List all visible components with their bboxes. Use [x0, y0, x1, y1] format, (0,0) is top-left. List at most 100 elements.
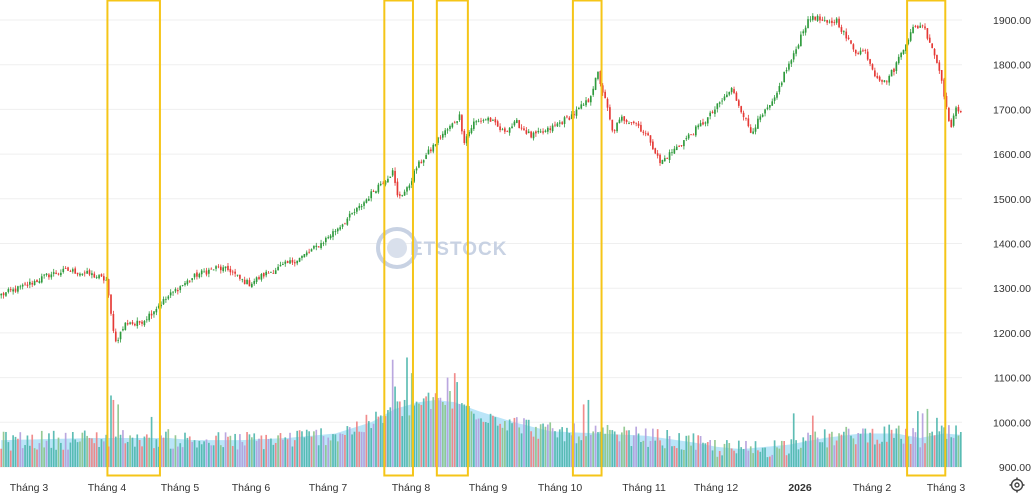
volume-bar	[36, 449, 38, 467]
volume-bar	[310, 436, 313, 467]
volume-bar	[625, 430, 628, 467]
volume-bar	[181, 447, 184, 467]
volume-bar	[148, 437, 151, 467]
volume-bar	[675, 448, 678, 467]
volume-bar	[850, 435, 852, 467]
candle-body	[897, 56, 900, 64]
volume-bar	[628, 430, 630, 467]
candle-body	[208, 269, 210, 274]
candle-body	[480, 120, 482, 122]
volume-bar	[740, 447, 743, 467]
volume-bar	[864, 428, 867, 467]
volume-bar	[527, 419, 530, 467]
volume-bar	[656, 429, 659, 467]
volume-bar	[869, 432, 871, 467]
volume-bar	[461, 403, 463, 467]
candle-body	[931, 43, 933, 48]
candle-body	[439, 137, 442, 139]
candle-body	[461, 115, 463, 132]
volume-bar	[730, 448, 733, 467]
candle-body	[606, 98, 609, 108]
volume-bar	[408, 415, 411, 467]
candle-body	[893, 68, 895, 72]
candle-body	[597, 71, 599, 79]
volume-bar	[654, 440, 657, 467]
candle-body	[186, 280, 189, 285]
volume-bar	[410, 373, 413, 467]
candle-body	[797, 45, 800, 49]
candle-body	[769, 105, 771, 108]
candle-body	[866, 51, 869, 60]
volume-bar	[811, 415, 814, 467]
settings-button[interactable]	[1008, 476, 1026, 494]
volume-bar	[878, 443, 881, 467]
candle-body	[14, 288, 17, 292]
candle-body	[420, 161, 423, 164]
volume-bar	[659, 440, 661, 467]
volume-bar	[928, 433, 931, 467]
candle-body	[508, 127, 511, 133]
candle-body	[296, 260, 299, 264]
candle-body	[243, 279, 246, 285]
candle-body	[284, 261, 287, 264]
volume-bar	[945, 438, 948, 467]
candle-body	[286, 261, 289, 264]
candle-body	[494, 119, 497, 123]
volume-bar	[687, 435, 690, 467]
volume-bar	[535, 426, 537, 467]
candle-body	[79, 273, 81, 276]
volume-bar	[62, 449, 65, 467]
candle-body	[341, 224, 344, 227]
volume-bar	[389, 407, 392, 467]
volume-bar	[279, 433, 282, 467]
volume-bar	[780, 440, 783, 467]
candle-body	[165, 298, 167, 300]
candlesticks	[0, 13, 962, 344]
volume-bar	[131, 437, 134, 467]
candle-body	[465, 136, 468, 144]
candle-body	[663, 158, 666, 162]
volume-bar	[704, 443, 707, 467]
volume-bar	[537, 438, 540, 467]
volume-bar	[549, 422, 552, 467]
volume-bar	[167, 429, 170, 467]
volume-bar	[219, 445, 222, 467]
volume-bar	[721, 455, 723, 467]
candle-body	[900, 52, 902, 58]
price-tick-label: 1700.00	[993, 104, 1031, 116]
candle-body	[21, 284, 24, 287]
candle-body	[155, 308, 158, 313]
candle-body	[219, 266, 222, 271]
candle-body	[52, 272, 55, 274]
time-axis: Tháng 3 Tháng 4 Tháng 5 Tháng 6 Tháng 7 Tháng…	[10, 482, 966, 494]
volume-bar	[155, 439, 158, 467]
volume-bar	[683, 449, 685, 467]
candle-body	[444, 130, 447, 136]
candle-body	[217, 266, 220, 268]
volume-bar	[9, 450, 12, 467]
candle-body	[394, 170, 396, 183]
candle-body	[317, 246, 320, 248]
candle-body	[890, 69, 893, 77]
volume-bar	[769, 456, 771, 467]
candle-body	[484, 119, 487, 121]
candle-body	[17, 286, 19, 292]
candle-body	[179, 286, 182, 291]
volume-bar	[785, 455, 788, 467]
volume-bar	[473, 413, 475, 467]
candle-body	[948, 107, 950, 121]
volume-bar	[695, 449, 697, 467]
volume-bar	[871, 428, 874, 467]
volume-bar	[661, 445, 664, 467]
volume-bar	[52, 430, 55, 467]
volume-bar	[697, 435, 700, 467]
volume-bar	[823, 429, 826, 467]
candle-body	[449, 126, 451, 129]
candle-body	[671, 152, 673, 154]
candle-body	[699, 123, 702, 127]
volume-bar	[98, 446, 100, 467]
volume-bar	[470, 411, 473, 467]
volume-bar	[494, 417, 497, 467]
